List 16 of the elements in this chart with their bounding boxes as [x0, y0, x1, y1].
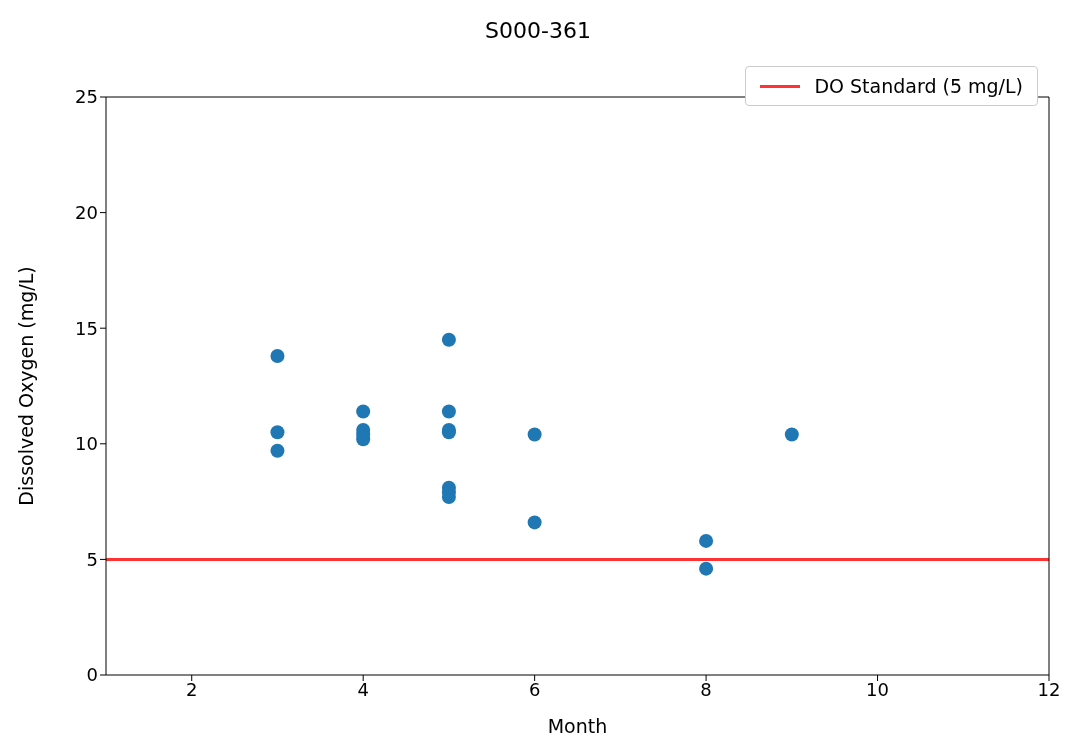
x-tick-label: 6	[528, 678, 541, 700]
x-axis-title: Month	[547, 715, 608, 737]
y-axis-title: Dissolved Oxygen (mg/L)	[14, 266, 37, 506]
x-tick-label: 2	[186, 678, 198, 700]
y-tick-label: 20	[75, 201, 98, 223]
y-tick-label: 5	[86, 548, 98, 570]
x-tick-label: 4	[357, 678, 369, 700]
legend-label: DO Standard (5 mg/L)	[814, 75, 1023, 97]
x-tick-label: 8	[700, 678, 712, 700]
chart-title: S000-361	[485, 18, 591, 43]
x-tick-label: 12	[1037, 678, 1061, 700]
y-tick-label: 0	[86, 664, 98, 686]
x-tick-label: 10	[866, 678, 889, 700]
y-tick-label: 25	[75, 86, 98, 108]
y-tick-label: 10	[75, 433, 98, 455]
y-tick-label: 15	[75, 317, 98, 339]
